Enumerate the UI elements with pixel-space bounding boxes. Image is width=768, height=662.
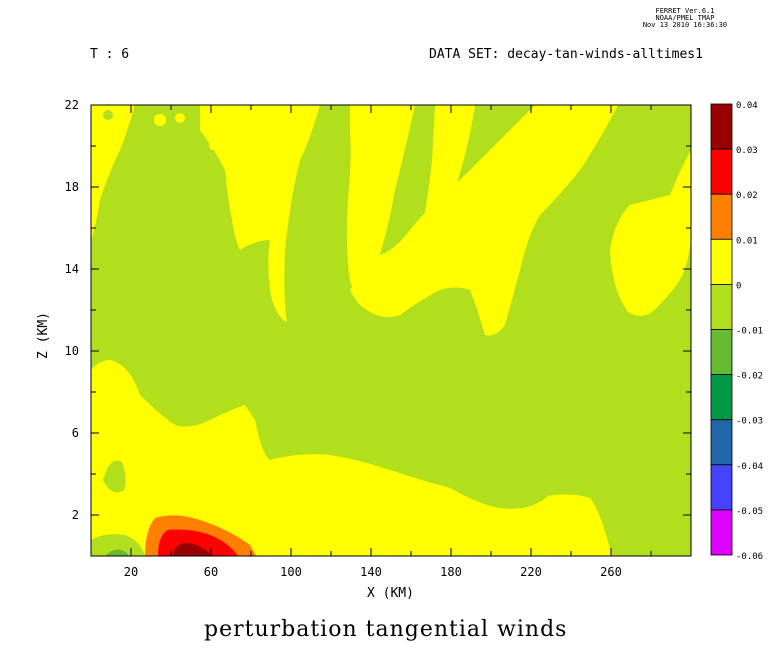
y-axis-label: Z (KM): [35, 312, 51, 359]
contour-band-pos-low: [91, 360, 612, 556]
colorbar-label: -0.06: [736, 552, 763, 562]
y-tick-label: 14: [65, 262, 79, 276]
x-tick-label: 180: [440, 565, 462, 579]
x-axis-label: X (KM): [367, 586, 414, 601]
colorbar-label: 0: [736, 281, 741, 291]
colorbar-label: -0.03: [736, 417, 763, 427]
colorbar-swatch: [710, 193, 733, 240]
x-tick-label: 220: [520, 565, 542, 579]
contour-fill: [91, 105, 691, 556]
contour-band-pos-right: [610, 150, 691, 316]
dataset-label: DATA SET: decay-tan-winds-alltimes1: [429, 47, 703, 62]
contour-band-pos-streak1: [200, 105, 320, 322]
contour-speckle: [175, 113, 185, 123]
colorbar-swatch: [710, 148, 733, 195]
colorbar-label: 0.01: [736, 236, 758, 246]
x-tick-label: 20: [124, 565, 138, 579]
y-tick-label: 10: [65, 344, 79, 358]
contour-band-neg002-core: [105, 549, 129, 556]
time-label: T : 6: [90, 47, 130, 62]
colorbar-swatch: [710, 329, 733, 375]
colorbar: 0.04 0.03 0.02 0.01 0 -0.01 -0.02 -0.03 -0.04 -0.…: [710, 101, 763, 562]
contour-band-pos003: [172, 543, 212, 556]
colorbar-swatch: [710, 509, 733, 556]
x-tick-label: 260: [600, 565, 622, 579]
colorbar-swatch: [710, 238, 733, 285]
colorbar-swatch: [710, 283, 733, 330]
ferret-org: NOAA/PMEL TMAP: [655, 14, 715, 22]
colorbar-label: 0.03: [736, 146, 758, 156]
ferret-date: Nov 13 2010 16:36:30: [642, 21, 728, 29]
axes: 20 60 100 140 180 220 260 2 6 10 14 18 22: [65, 98, 692, 579]
contour-band-neg-blob: [103, 460, 126, 493]
contour-band-pos-streak2: [346, 105, 415, 296]
colorbar-label: -0.01: [736, 327, 763, 337]
colorbar-swatch: [710, 419, 733, 466]
x-tick-label: 100: [280, 565, 302, 579]
ferret-version: FERRET Ver.6.1: [655, 7, 715, 15]
y-tick-label: 22: [65, 98, 79, 112]
colorbar-swatch: [710, 103, 733, 150]
y-tick-label: 2: [72, 508, 79, 522]
contour-speckle: [103, 110, 113, 120]
colorbar-label: 0.02: [736, 191, 758, 201]
x-tick-label: 140: [360, 565, 382, 579]
contour-band-pos-top-left: [91, 105, 135, 240]
chart-title: perturbation tangential winds: [204, 617, 568, 642]
colorbar-label: -0.02: [736, 372, 763, 382]
contour-band-pos-streak4: [350, 105, 618, 336]
colorbar-swatch: [710, 374, 733, 421]
y-tick-label: 18: [65, 180, 79, 194]
y-tick-label: 6: [72, 426, 79, 440]
plot-frame: [90, 104, 692, 557]
colorbar-swatch: [710, 464, 733, 511]
colorbar-label: 0.04: [736, 101, 758, 111]
x-tick-label: 60: [204, 565, 218, 579]
contour-speckle: [154, 114, 166, 126]
colorbar-label: -0.05: [736, 507, 763, 517]
contour-speckle: [200, 120, 210, 130]
contour-speckle: [209, 142, 217, 150]
colorbar-label: -0.04: [736, 462, 763, 472]
